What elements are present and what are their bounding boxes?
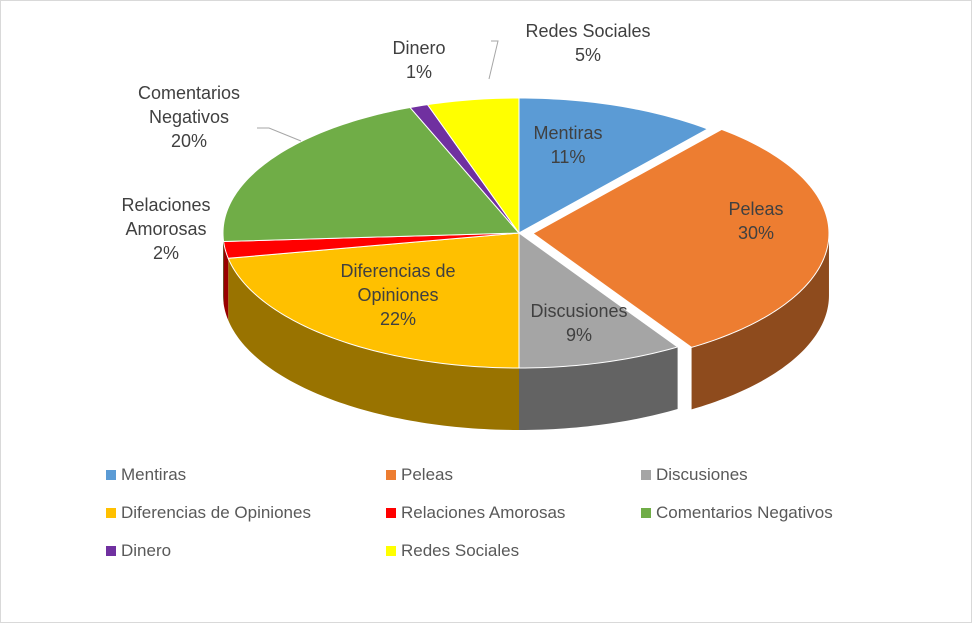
data-label-name: Diferencias de Opiniones bbox=[340, 261, 456, 305]
legend-item: Comentarios Negativos bbox=[641, 502, 833, 524]
leader-line bbox=[257, 127, 302, 142]
data-label: Dinero 1% bbox=[379, 36, 459, 84]
legend-label: Discusiones bbox=[656, 465, 748, 484]
legend-item: Discusiones bbox=[641, 464, 748, 486]
legend-swatch bbox=[106, 470, 116, 480]
legend-item: Redes Sociales bbox=[386, 540, 519, 562]
legend-swatch bbox=[386, 508, 396, 518]
legend-item: Relaciones Amorosas bbox=[386, 502, 565, 524]
legend-label: Redes Sociales bbox=[401, 541, 520, 560]
slice bbox=[223, 232, 520, 259]
data-label-value: 2% bbox=[152, 243, 179, 263]
data-label-name: Dinero bbox=[392, 38, 446, 58]
slice bbox=[222, 106, 521, 242]
data-label-value: 30% bbox=[737, 223, 775, 243]
data-label-name: Redes Sociales bbox=[525, 21, 651, 41]
legend-item: Dinero bbox=[106, 540, 171, 562]
data-label: Relaciones Amorosas 2% bbox=[101, 193, 231, 265]
slice bbox=[518, 232, 679, 369]
data-label-value: 20% bbox=[170, 131, 208, 151]
slice-side bbox=[223, 241, 229, 321]
slice bbox=[518, 97, 709, 234]
data-label: Diferencias de Opiniones 22% bbox=[308, 259, 488, 331]
slice-sides bbox=[223, 233, 829, 430]
legend-item: Peleas bbox=[386, 464, 453, 486]
data-label-name: Peleas bbox=[728, 199, 784, 219]
data-label: Mentiras 11% bbox=[513, 121, 623, 169]
data-label-value: 9% bbox=[565, 325, 592, 345]
legend-label: Peleas bbox=[401, 465, 453, 484]
slice-side bbox=[691, 233, 829, 410]
slice bbox=[426, 97, 520, 235]
data-label: Peleas 30% bbox=[701, 197, 811, 245]
data-label: Discusiones 9% bbox=[509, 299, 649, 347]
slice bbox=[532, 128, 830, 348]
slice-side bbox=[223, 233, 224, 304]
data-label-name: Discusiones bbox=[530, 301, 628, 321]
legend-label: Relaciones Amorosas bbox=[401, 503, 566, 522]
slice-tops bbox=[222, 97, 830, 369]
legend-swatch bbox=[641, 508, 651, 518]
data-label-value: 11% bbox=[550, 147, 586, 167]
data-label-value: 22% bbox=[379, 309, 417, 329]
legend-swatch bbox=[386, 546, 396, 556]
data-label-name: Comentarios Negativos bbox=[137, 83, 241, 127]
legend-swatch bbox=[106, 546, 116, 556]
legend-item: Diferencias de Opiniones bbox=[106, 502, 311, 524]
data-label-name: Relaciones Amorosas bbox=[121, 195, 211, 239]
leader-line bbox=[488, 40, 499, 80]
legend-item: Mentiras bbox=[106, 464, 186, 486]
data-label-name: Mentiras bbox=[533, 123, 603, 143]
data-label-value: 1% bbox=[405, 62, 432, 82]
legend-swatch bbox=[106, 508, 116, 518]
data-label-value: 5% bbox=[574, 45, 601, 65]
slice-side bbox=[228, 258, 519, 430]
slice bbox=[227, 232, 520, 369]
data-label: Redes Sociales 5% bbox=[513, 19, 663, 67]
data-label: Comentarios Negativos 20% bbox=[114, 81, 264, 153]
legend-label: Diferencias de Opiniones bbox=[121, 503, 311, 522]
legend-label: Comentarios Negativos bbox=[656, 503, 833, 522]
legend-swatch bbox=[386, 470, 396, 480]
legend-label: Dinero bbox=[121, 541, 172, 560]
legend-swatch bbox=[641, 470, 651, 480]
legend-label: Mentiras bbox=[121, 465, 187, 484]
slice-side bbox=[519, 346, 678, 430]
